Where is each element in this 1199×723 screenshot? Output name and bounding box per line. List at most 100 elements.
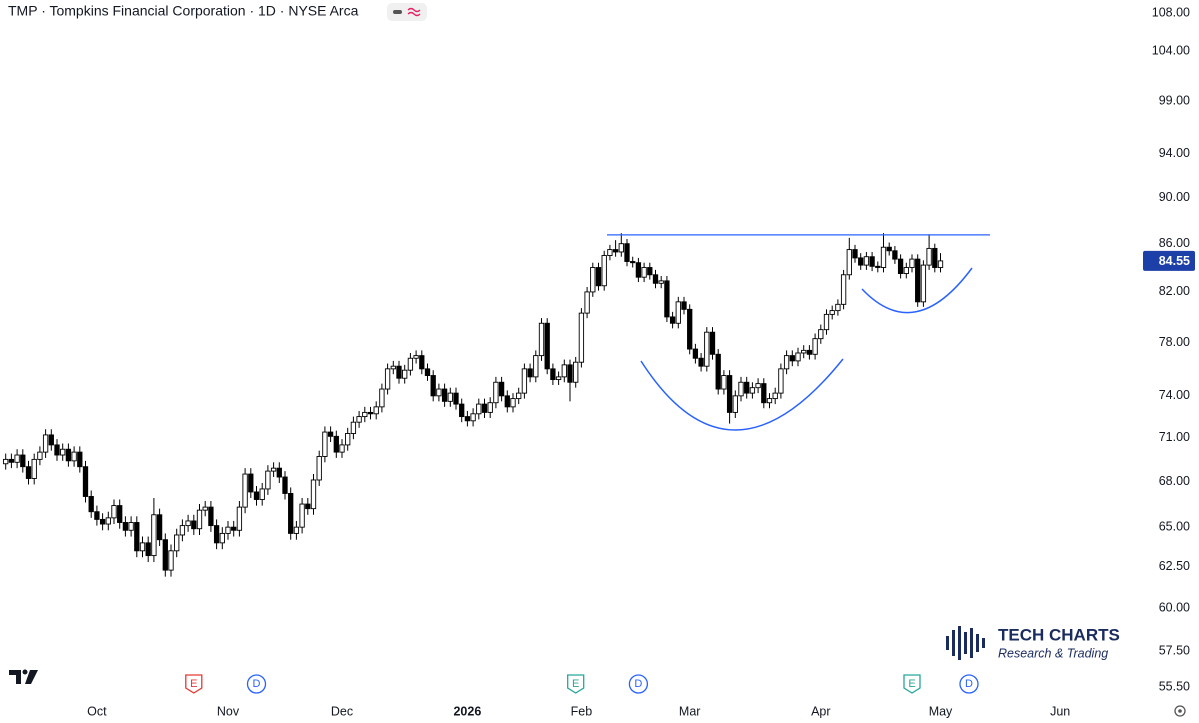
candle-body: [732, 395, 738, 413]
y-tick-label: 99.00: [1159, 93, 1190, 107]
x-tick-label: 2026: [453, 704, 481, 718]
candle-body: [31, 458, 37, 479]
candle-body: [669, 316, 676, 324]
candle-body: [379, 388, 385, 408]
dividend-marker: [959, 674, 979, 694]
y-tick-label: 57.50: [1159, 644, 1190, 658]
cup-curve: [640, 358, 844, 431]
candle-body: [253, 491, 260, 500]
candle-body: [687, 308, 693, 350]
candle-body: [424, 368, 431, 376]
candle-body: [920, 264, 927, 303]
candle-body: [390, 365, 396, 370]
candle-body: [179, 525, 186, 536]
y-tick-label: 90.00: [1159, 190, 1190, 204]
last-price-box: [1143, 250, 1195, 271]
candle-body: [664, 280, 670, 318]
candle-body: [402, 369, 408, 379]
candle-body: [875, 265, 881, 268]
candle-body: [174, 534, 180, 552]
candle-body: [647, 267, 653, 276]
candle-body: [310, 479, 317, 510]
candle-body: [618, 243, 624, 253]
candle-body: [288, 493, 294, 534]
candle-body: [755, 383, 761, 389]
candle-body: [909, 258, 915, 268]
candle-body: [749, 387, 756, 394]
candle-body: [350, 421, 357, 434]
candle-body: [738, 381, 744, 397]
watermark-title: TECH CHARTS: [998, 625, 1120, 644]
x-tick-label: Apr: [811, 704, 830, 718]
candles: [3, 233, 944, 577]
candle-body: [715, 353, 721, 390]
x-tick-label: May: [929, 704, 953, 718]
candle-body: [578, 312, 585, 363]
candle-body: [265, 470, 271, 490]
y-tick-label: 108.00: [1152, 5, 1190, 19]
candle-body: [652, 274, 659, 284]
candle-body: [544, 322, 550, 370]
candle-body: [42, 434, 49, 453]
candle-body: [504, 395, 510, 408]
candle-body: [573, 361, 579, 383]
candle-body: [744, 381, 750, 394]
tradingview-logo: [9, 669, 38, 684]
candle-body: [829, 310, 835, 315]
candle-body: [208, 506, 214, 527]
candle-body: [675, 301, 681, 324]
candle-body: [464, 416, 471, 422]
candle-body: [510, 398, 516, 408]
candle-body: [356, 416, 362, 423]
candle-body: [25, 466, 32, 479]
candle-body: [54, 444, 60, 456]
candle-body: [926, 247, 932, 266]
candle-body: [937, 260, 944, 268]
candle-body: [481, 403, 488, 413]
candle-body: [801, 349, 807, 354]
x-tick-label: Dec: [331, 704, 353, 718]
candle-body: [892, 250, 898, 260]
candle-body: [396, 365, 402, 379]
candle-body: [595, 267, 602, 287]
candle-body: [202, 506, 208, 511]
candle-body: [327, 431, 334, 437]
candle-body: [721, 375, 727, 390]
event-label: D: [634, 678, 642, 690]
candle-body: [168, 550, 174, 571]
candle-body: [550, 368, 556, 381]
candle-body: [915, 258, 921, 303]
candle-body: [259, 488, 265, 500]
y-tick-label: 74.00: [1159, 388, 1190, 402]
candle-body: [527, 368, 533, 378]
candle-body: [641, 267, 647, 278]
candle-body: [858, 257, 864, 266]
candle-body: [316, 456, 322, 481]
candle-body: [630, 261, 636, 264]
candle-body: [498, 381, 505, 397]
candle-body: [806, 349, 813, 355]
settings-icon[interactable]: [1174, 705, 1186, 717]
event-label: E: [190, 678, 197, 690]
candle-body: [903, 267, 909, 275]
candle-body: [555, 376, 562, 381]
candle-body: [823, 313, 830, 331]
candle-body: [470, 413, 476, 422]
candle-body: [430, 375, 436, 397]
candle-body: [658, 280, 664, 284]
candle-body: [14, 454, 20, 463]
candle-body: [932, 247, 938, 268]
y-tick-label: 78.00: [1159, 335, 1190, 349]
candle-body: [339, 444, 345, 453]
candle-body: [299, 503, 305, 528]
candle-body: [270, 467, 277, 472]
y-tick-label: 55.50: [1159, 679, 1190, 693]
y-tick-label: 62.50: [1159, 559, 1190, 573]
y-tick-label: 86.00: [1159, 236, 1190, 250]
event-label: E: [572, 678, 579, 690]
candle-body: [3, 458, 9, 465]
candle-body: [77, 451, 83, 468]
candle-body: [88, 496, 94, 513]
